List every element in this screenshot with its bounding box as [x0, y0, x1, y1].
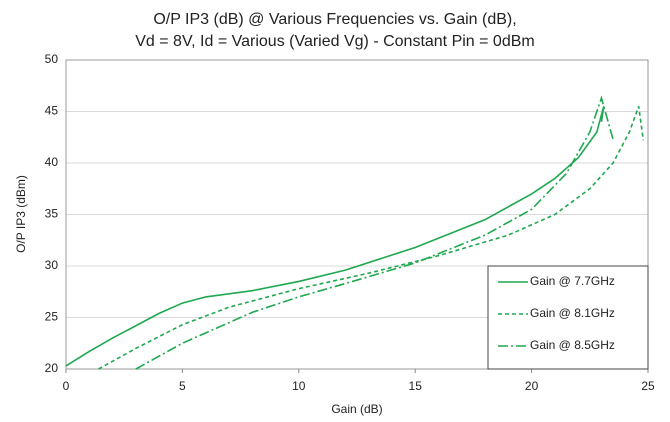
legend-box: [487, 265, 649, 370]
legend-label: Gain @ 8.1GHz: [530, 306, 615, 320]
y-tick-label: 40: [45, 155, 59, 169]
x-tick-label: 25: [641, 379, 655, 393]
x-axis-label: Gain (dB): [331, 402, 382, 416]
y-tick-label: 25: [45, 310, 59, 324]
chart-title: O/P IP3 (dB) @ Various Frequencies vs. G…: [153, 11, 516, 28]
x-tick-label: 15: [409, 379, 423, 393]
y-tick-label: 20: [45, 361, 59, 375]
x-tick-label: 0: [63, 379, 70, 393]
line-series: [65, 106, 605, 367]
legend-label: Gain @ 7.7GHz: [530, 274, 615, 288]
x-tick-label: 5: [179, 379, 186, 393]
y-axis-label: O/P IP3 (dBm): [14, 175, 28, 253]
y-tick-label: 45: [45, 104, 59, 118]
y-tick-label: 50: [45, 52, 59, 66]
y-tick-label: 30: [45, 258, 59, 272]
line-series: [135, 95, 614, 370]
chart-title: Vd = 8V, Id = Various (Varied Vg) - Cons…: [135, 33, 534, 50]
x-tick-label: 10: [292, 379, 306, 393]
x-tick-label: 20: [525, 379, 539, 393]
line-series: [98, 106, 645, 370]
plot-border: [65, 59, 649, 370]
legend-label: Gain @ 8.5GHz: [530, 338, 615, 352]
y-tick-label: 35: [45, 207, 59, 221]
